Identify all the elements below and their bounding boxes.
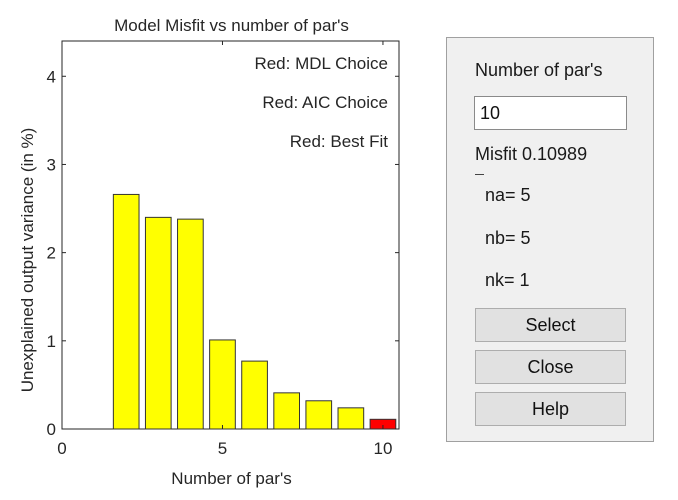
bar-3 [144,216,172,430]
bar-7 [273,392,301,430]
misfit-value: 0.10989 [522,144,588,164]
close-button[interactable]: Close [475,350,626,384]
legend-entry: Red: AIC Choice [262,93,388,112]
text-cursor-mark [475,174,484,175]
y-tick-label-0: 0 [47,420,56,439]
number-of-params-input[interactable] [474,96,627,130]
select-button[interactable]: Select [475,308,626,342]
nb-readout: nb= 5 [485,228,531,248]
bar-6 [241,360,268,430]
y-tick-label-3: 3 [47,155,56,174]
x-tick-label-10: 10 [373,439,392,458]
legend-entry: Red: MDL Choice [254,54,388,73]
misfit-label: Misfit [475,144,517,164]
legend-entry: Red: Best Fit [290,132,389,151]
nk-readout: nk= 1 [485,270,530,290]
chart-title: Model Misfit vs number of par's [114,16,349,35]
x-tick-label-0: 0 [57,439,66,458]
panel-title: Number of par's [475,60,603,80]
y-tick-label-1: 1 [47,332,56,351]
y-tick-label-4: 4 [47,67,56,86]
bar-2 [112,193,140,430]
misfit-readout: Misfit 0.10989 [475,144,587,165]
bar-4 [177,218,204,430]
x-axis-label: Number of par's [171,469,291,488]
bar-9 [337,407,365,430]
misfit-chart: 0 1 2 3 4 0 5 10 Model Misfit vs number of par's… [18,16,400,488]
order-selection-panel: Number of par's Misfit 0.10989 na= 5 nb=… [446,37,654,442]
na-readout: na= 5 [485,185,531,205]
bar-5 [209,339,236,430]
help-button[interactable]: Help [475,392,626,426]
bar-8 [305,400,333,430]
y-tick-label-2: 2 [47,244,56,263]
x-tick-label-5: 5 [218,439,227,458]
y-axis-label: Unexplained output variance (in %) [18,128,37,393]
chart-canvas: 0 1 2 3 4 0 5 10 Model Misfit vs number of par's… [18,16,400,488]
